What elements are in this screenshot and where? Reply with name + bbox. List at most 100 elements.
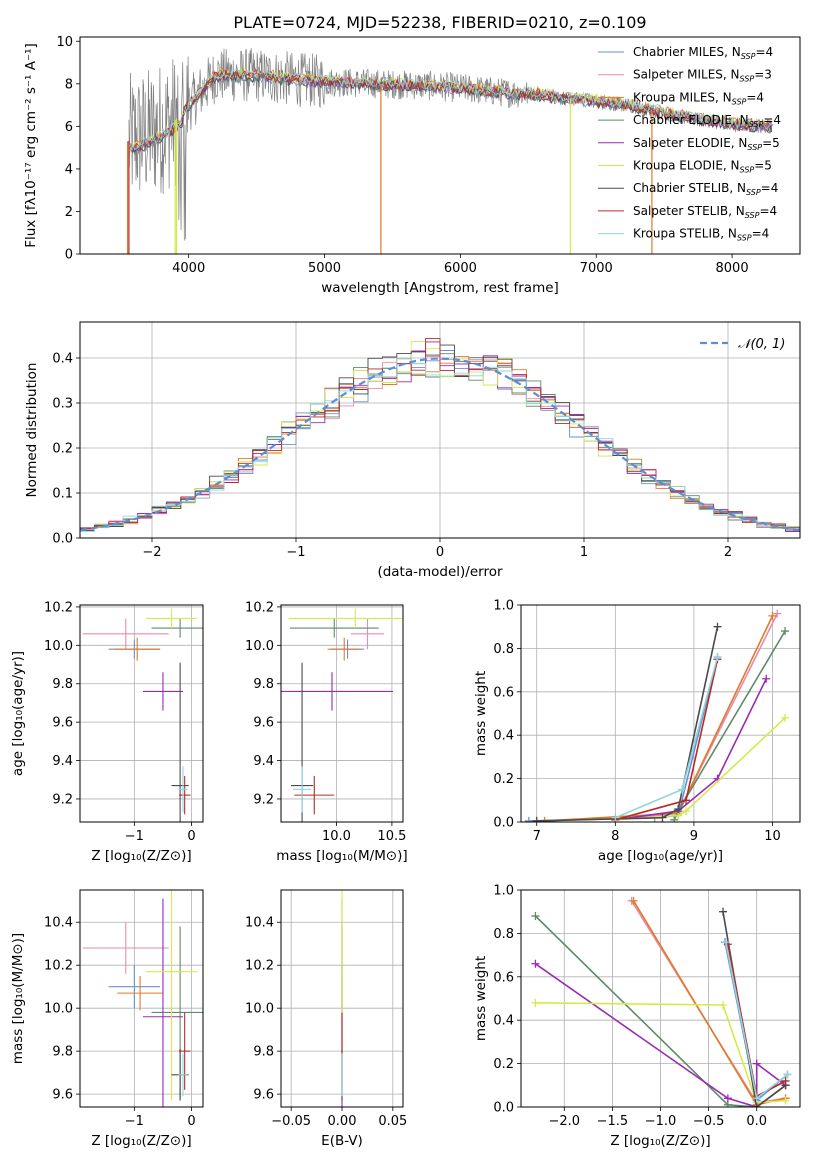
residuals-y-tick-label: 0.2 [52,442,73,457]
mass-weight-vs-age-panel: 7 8 9 10 0.0 0.2 0.4 0.6 0.8 1.0 age [log₁₀(age/yr… [473,599,801,864]
weight-vs-Z-point-marker [531,912,540,921]
mass-vs-EBV-y-tick-label: 10.0 [245,1002,274,1017]
mass-vs-metallicity-panel: −1 0 9.6 9.8 10.0 10.2 10.4 Z [log₁₀(Z/Z⊙)] mass… [10,889,204,1149]
weight-vs-Z-x-tick-label: −0.5 [693,1114,725,1129]
age-vs-mass-plot-area [281,608,403,822]
spectrum-legend-label: Chabrier ELODIE, NSSP=4 [633,113,781,129]
weight-vs-Z-y-tick-label: 0.8 [493,927,514,942]
mass-vs-Z-x-tick-label: −1 [125,1114,144,1129]
weight-vs-age-point-marker [682,807,691,816]
weight-vs-age-point-marker [682,796,691,805]
residuals-y-tick-label: 0.0 [52,532,73,547]
age-vs-mass-panel: 10.0 10.5 9.2 9.4 9.6 9.8 10.0 10.2 mass [log₁₀(… [245,600,408,864]
mass-vs-EBV-x-axis-label: E(B-V) [321,1133,363,1149]
weight-vs-Z-x-tick-label: 0.0 [746,1114,767,1129]
weight-vs-Z-point-marker [629,896,638,905]
weight-vs-age-y-tick-label: 0.6 [493,685,514,700]
residuals-y-tick-label: 0.1 [52,487,73,502]
spectrum-x-tick-label: 7000 [580,261,613,276]
spectrum-plot-area [126,48,774,254]
age-vs-Z-frame [79,604,204,823]
weight-vs-Z-series-line [534,963,787,1107]
spectrum-frame [79,36,801,255]
spectrum-y-axis-label: Flux [fλ10⁻¹⁷ erg cm⁻² s⁻¹ A⁻¹] [23,43,39,248]
spectrum-y-tick-label: 4 [65,162,73,177]
age-vs-Z-y-tick-label: 9.4 [52,754,73,769]
weight-vs-Z-y-axis-label: mass weight [473,956,489,1041]
weight-vs-Z-series-line [535,1002,786,1104]
weight-vs-Z-point-marker [531,959,540,968]
mass-vs-EBV-y-tick-label: 9.6 [253,1088,274,1103]
weight-vs-age-point-marker [670,815,679,822]
age-vs-Z-y-tick-label: 10.2 [44,600,73,615]
weight-vs-Z-point-marker [531,998,540,1007]
weight-vs-Z-plot-area [531,896,792,1107]
weight-vs-age-point-marker [768,611,777,620]
weight-vs-age-y-tick-label: 1.0 [493,599,514,614]
residuals-x-tick-label: 0 [436,545,444,560]
gaussian-reference-curve [80,357,800,532]
weight-vs-Z-y-tick-label: 0.2 [493,1057,514,1072]
weight-vs-age-x-tick-label: 9 [690,829,698,844]
mass-vs-Z-plot-area [82,890,203,1107]
age-vs-mass-y-tick-label: 9.6 [253,716,274,731]
weight-vs-Z-point-marker [781,1076,790,1085]
age-vs-mass-x-tick-label: 10.5 [377,829,406,844]
weight-vs-age-point-marker [713,653,722,662]
age-vs-mass-x-axis-label: mass [log₁₀(M/M⊙)] [276,848,407,864]
age-vs-Z-x-tick-label: 0 [187,829,195,844]
weight-vs-age-point-marker [532,816,541,822]
weight-vs-age-x-tick-label: 7 [533,829,541,844]
residuals-y-tick-label: 0.4 [52,352,73,367]
mass-vs-EBV-x-tick-label: −0.05 [271,1114,311,1129]
mass-weight-vs-metallicity-panel: −2.0 −1.5 −1.0 −0.5 0.0 0.0 0.2 0.4 0.6 0.8 1.0 Z [… [473,884,801,1149]
age-vs-mass-x-tick-label: 10.0 [322,829,351,844]
weight-vs-Z-x-tick-label: −1.5 [597,1114,629,1129]
spectrum-x-tick-label: 8000 [716,261,749,276]
weight-vs-age-plot-area [524,609,790,822]
spectrum-x-axis-label: wavelength [Angstrom, rest frame] [321,280,559,296]
weight-vs-age-series-line [615,678,767,821]
weight-vs-age-point-marker [773,609,782,618]
weight-vs-age-y-tick-label: 0.2 [493,772,514,787]
mass-vs-EBV-y-tick-label: 10.4 [245,916,274,931]
age-vs-Z-y-tick-label: 10.0 [44,639,73,654]
spectrum-model-line [128,70,772,153]
mass-vs-Z-y-tick-label: 10.2 [44,959,73,974]
weight-vs-age-x-axis-label: age [log₁₀(age/yr)] [598,848,723,864]
spectrum-model-line [128,66,772,153]
residuals-y-axis-label: Normed distribution [24,363,40,498]
spectrum-y-tick-label: 10 [56,35,73,50]
age-vs-mass-y-tick-label: 9.4 [253,754,274,769]
weight-vs-Z-x-tick-label: −1.0 [645,1114,677,1129]
weight-vs-age-point-marker [524,816,533,822]
age-vs-mass-frame [280,604,404,823]
spectrum-panel: 4000 5000 6000 7000 8000 0 2 4 6 8 10 wavelength [A… [23,35,801,296]
residual-legend-label: 𝒩(0, 1) [738,337,785,352]
mass-vs-EBV-y-tick-label: 10.2 [245,959,274,974]
residuals-plot-area [80,337,800,532]
age-vs-metallicity-panel: −1 0 9.2 9.4 9.6 9.8 10.0 10.2 Z [log₁₀(Z/Z⊙)] ag… [10,600,204,864]
spectrum-x-tick-label: 4000 [172,261,205,276]
weight-vs-age-point-marker [658,813,667,822]
spectrum-y-tick-label: 2 [65,205,73,220]
weight-vs-Z-point-marker [723,1094,732,1103]
spectrum-y-tick-label: 6 [65,120,73,135]
weight-vs-Z-point-marker [719,1001,728,1010]
mass-vs-Z-frame [79,889,204,1108]
age-vs-Z-x-axis-label: Z [log₁₀(Z/Z⊙)] [91,848,191,864]
weight-vs-Z-point-marker [752,1103,761,1107]
weight-vs-age-y-tick-label: 0.0 [493,816,514,831]
age-vs-Z-plot-area [82,608,203,822]
mass-vs-extinction-panel: −0.05 0.00 0.05 9.6 9.8 10.0 10.2 10.4 E(B-V) [245,889,407,1149]
age-vs-mass-y-tick-label: 10.0 [245,639,274,654]
weight-vs-age-series-line [536,626,719,822]
weight-vs-Z-y-tick-label: 0.6 [493,970,514,985]
residuals-x-tick-label: 2 [724,545,732,560]
age-vs-mass-y-tick-label: 9.8 [253,677,274,692]
age-vs-mass-y-tick-label: 10.2 [245,600,274,615]
weight-vs-Z-point-marker [783,1070,792,1079]
mass-vs-EBV-frame [280,889,404,1108]
weight-vs-age-y-tick-label: 0.4 [493,729,514,744]
